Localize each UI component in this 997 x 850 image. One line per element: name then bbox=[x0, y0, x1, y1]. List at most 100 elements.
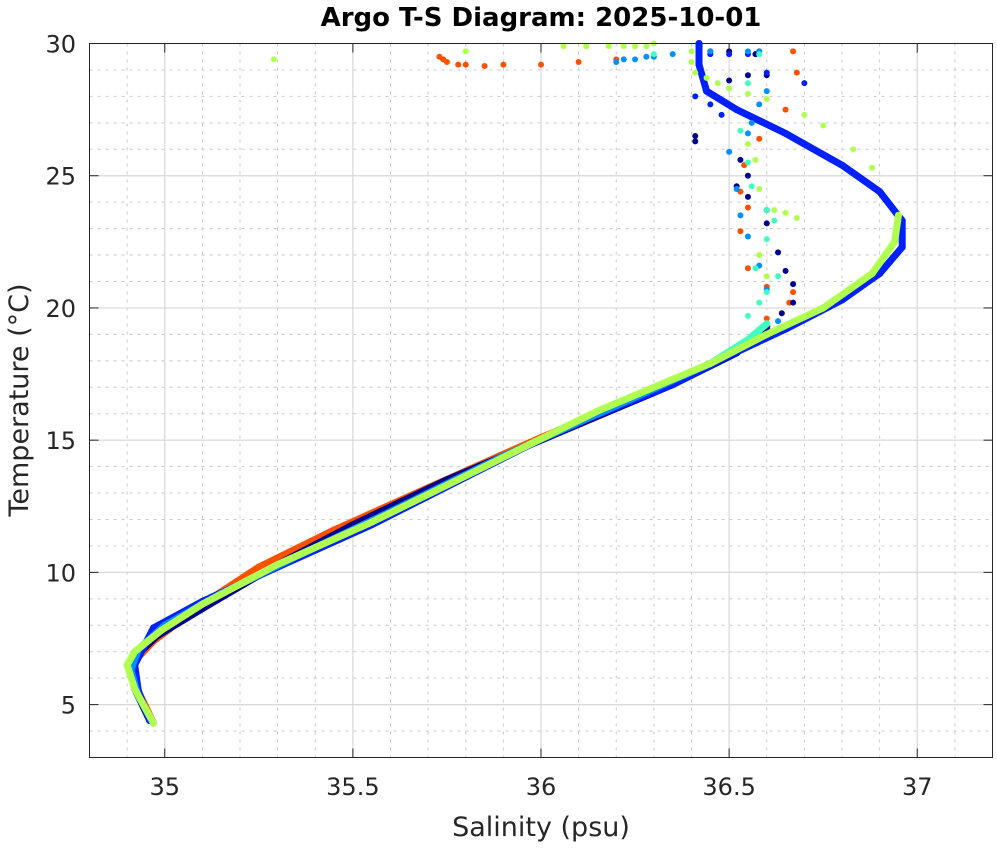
data-point bbox=[620, 56, 627, 63]
series-profile-blue bbox=[131, 40, 906, 724]
data-point bbox=[605, 43, 612, 50]
data-point bbox=[793, 69, 800, 76]
x-tick-label: 36.5 bbox=[702, 773, 755, 801]
data-point bbox=[462, 61, 469, 68]
data-point bbox=[819, 304, 827, 312]
data-point bbox=[876, 188, 884, 196]
data-point bbox=[801, 111, 808, 118]
data-point bbox=[868, 270, 876, 278]
data-point bbox=[771, 207, 778, 214]
data-point bbox=[703, 74, 710, 81]
data-point bbox=[560, 43, 567, 50]
data-point bbox=[462, 48, 469, 55]
data-point bbox=[718, 111, 725, 118]
data-point bbox=[763, 69, 770, 76]
data-point bbox=[790, 48, 797, 55]
data-point bbox=[669, 51, 676, 58]
data-point bbox=[898, 243, 906, 251]
data-point bbox=[123, 661, 131, 669]
data-point bbox=[737, 212, 744, 219]
data-marks bbox=[123, 40, 906, 727]
data-point bbox=[876, 270, 884, 278]
data-point bbox=[763, 220, 770, 227]
axis-ticks: 35 35.5 36 36.5 37 5 10 15 20 25 30 bbox=[45, 31, 993, 801]
series-profile-navy bbox=[131, 45, 797, 724]
data-point bbox=[481, 463, 489, 471]
series-track bbox=[123, 211, 902, 727]
y-tick-label: 30 bbox=[45, 31, 76, 59]
data-point bbox=[782, 129, 790, 137]
data-point bbox=[748, 183, 755, 190]
data-point bbox=[706, 359, 714, 367]
data-point bbox=[149, 719, 157, 727]
series-track bbox=[127, 330, 763, 727]
data-point bbox=[782, 267, 789, 274]
data-point bbox=[726, 51, 733, 58]
data-point bbox=[714, 80, 721, 87]
data-point bbox=[726, 148, 733, 155]
y-tick-label: 15 bbox=[45, 427, 76, 455]
data-point bbox=[744, 172, 751, 179]
data-point bbox=[481, 62, 488, 69]
data-point bbox=[737, 228, 744, 235]
data-point bbox=[763, 207, 770, 214]
data-point bbox=[643, 53, 650, 60]
data-point bbox=[744, 72, 751, 79]
data-point bbox=[763, 330, 771, 338]
data-point bbox=[894, 211, 902, 219]
data-point bbox=[688, 48, 695, 55]
data-point bbox=[575, 59, 582, 66]
data-point bbox=[752, 265, 759, 272]
data-point bbox=[820, 122, 827, 129]
data-point bbox=[748, 119, 755, 126]
data-point bbox=[443, 59, 450, 66]
y-tick-label: 25 bbox=[45, 163, 76, 191]
data-point bbox=[726, 77, 733, 84]
data-point bbox=[752, 156, 759, 163]
data-point bbox=[744, 159, 751, 166]
data-point bbox=[744, 312, 751, 319]
data-point bbox=[790, 289, 797, 296]
data-point bbox=[692, 93, 699, 100]
data-point bbox=[790, 299, 797, 306]
data-point bbox=[620, 43, 627, 50]
data-point bbox=[500, 61, 507, 68]
data-point bbox=[891, 238, 899, 246]
data-point bbox=[455, 61, 462, 68]
data-point bbox=[726, 85, 733, 92]
data-point bbox=[744, 233, 751, 240]
x-tick-label: 36 bbox=[526, 773, 557, 801]
data-point bbox=[632, 56, 639, 63]
x-tick-label: 35 bbox=[149, 773, 180, 801]
data-point bbox=[838, 161, 846, 169]
data-point bbox=[744, 90, 751, 97]
data-point bbox=[763, 273, 770, 280]
data-point bbox=[744, 140, 751, 147]
data-point bbox=[763, 96, 770, 103]
data-point bbox=[756, 101, 763, 108]
data-point bbox=[782, 106, 789, 113]
data-point bbox=[763, 289, 770, 296]
chart-title: Argo T-S Diagram: 2025-10-01 bbox=[321, 3, 762, 33]
data-point bbox=[198, 600, 206, 608]
data-point bbox=[643, 43, 650, 50]
data-point bbox=[763, 320, 771, 328]
x-tick-label: 37 bbox=[902, 773, 933, 801]
data-point bbox=[793, 215, 800, 222]
data-point bbox=[131, 685, 139, 693]
data-point bbox=[650, 51, 657, 58]
data-point bbox=[744, 193, 751, 200]
data-point bbox=[692, 138, 699, 145]
data-point bbox=[613, 59, 620, 66]
data-point bbox=[538, 61, 544, 68]
data-point bbox=[255, 563, 263, 571]
data-point bbox=[737, 127, 744, 134]
data-point bbox=[850, 146, 857, 153]
x-tick-label: 35.5 bbox=[326, 773, 379, 801]
y-tick-label: 20 bbox=[45, 295, 76, 323]
data-point bbox=[756, 299, 763, 306]
data-point bbox=[131, 648, 139, 656]
data-point bbox=[744, 130, 751, 137]
data-point bbox=[737, 156, 744, 163]
